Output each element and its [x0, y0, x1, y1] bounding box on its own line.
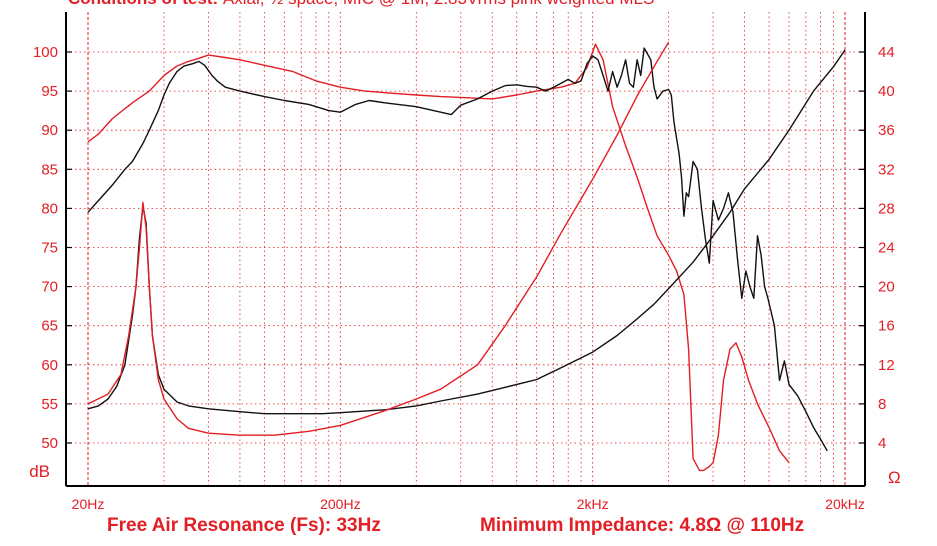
tick-right-4: 4 [878, 435, 886, 452]
chart-title: Conditions of test: Axial, ½ space, MIC … [68, 0, 654, 9]
tick-left-95: 95 [41, 83, 58, 100]
tick-right-32: 32 [878, 161, 895, 178]
chart-series [87, 41, 846, 472]
tick-left-60: 60 [41, 357, 58, 374]
chart-ticks: 50 55 60 65 70 75 80 85 90 95 100 4 8 12 16 20 24 28 32 36 4… [29, 44, 901, 512]
footer-min-impedance: Minimum Impedance: 4.8Ω @ 110Hz [480, 515, 805, 536]
tick-right-36: 36 [878, 122, 895, 139]
tick-x-20000: 20kHz [825, 496, 865, 512]
series-line-3 [87, 49, 846, 415]
tick-right-20: 20 [878, 279, 895, 296]
series-line-2 [87, 47, 828, 452]
unit-right: Ω [888, 468, 901, 487]
tick-left-100: 100 [33, 44, 58, 61]
tick-right-40: 40 [878, 83, 895, 100]
tick-x-200: 200Hz [320, 496, 360, 512]
footer-fs: Free Air Resonance (Fs): 33Hz [107, 515, 381, 536]
tick-left-85: 85 [41, 161, 58, 178]
series-line-4 [87, 41, 670, 436]
tick-right-12: 12 [878, 357, 895, 374]
chart-grid [66, 12, 865, 486]
unit-left: dB [29, 462, 50, 481]
tick-right-24: 24 [878, 240, 895, 257]
title-text: Axial, ½ space, MIC @ 1M, 2.83Vrms pink … [223, 0, 654, 8]
tick-left-55: 55 [41, 396, 58, 413]
tick-right-16: 16 [878, 318, 895, 335]
tick-left-90: 90 [41, 122, 58, 139]
tick-left-70: 70 [41, 279, 58, 296]
chart-frame [65, 12, 866, 487]
tick-left-65: 65 [41, 318, 58, 335]
tick-right-8: 8 [878, 396, 886, 413]
tick-left-80: 80 [41, 200, 58, 217]
title-label: Conditions of test: [68, 0, 218, 8]
tick-x-20: 20Hz [72, 496, 105, 512]
tick-right-44: 44 [878, 44, 895, 61]
tick-right-28: 28 [878, 200, 895, 217]
series-line-1 [87, 43, 790, 472]
tick-left-75: 75 [41, 240, 58, 257]
tick-left-50: 50 [41, 435, 58, 452]
tick-x-2000: 2kHz [577, 496, 609, 512]
